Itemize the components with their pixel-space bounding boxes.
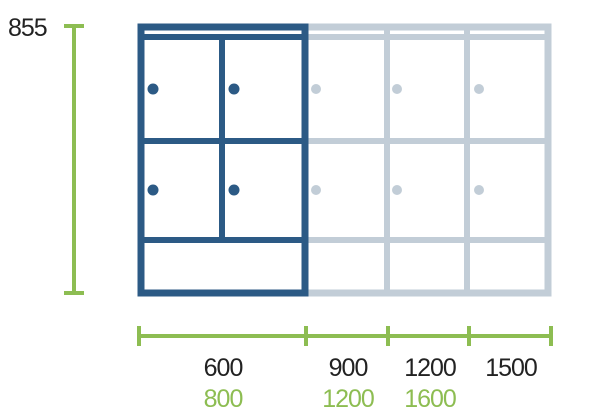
base-unit: [137, 23, 309, 297]
lock-icon: [228, 184, 240, 196]
width-label-primary: 600: [204, 354, 243, 382]
lock-icon: [392, 185, 402, 195]
width-label-primary: 900: [329, 354, 368, 382]
base-lock-dots: [147, 83, 240, 196]
lock-icon: [474, 185, 484, 195]
width-label-secondary: 800: [204, 385, 243, 413]
width-label-primary: 1500: [485, 354, 537, 382]
lock-icon: [311, 84, 321, 94]
lock-icon: [392, 84, 402, 94]
width-label-secondary: 1600: [404, 385, 456, 413]
extension-frame: [137, 23, 552, 297]
width-label-secondary: 1200: [322, 385, 374, 413]
lock-icon: [474, 84, 484, 94]
width-dimension-line: [137, 326, 553, 346]
lock-icon: [147, 184, 159, 196]
lock-icon: [147, 83, 159, 95]
base-frame: [137, 23, 309, 297]
width-label-primary: 1200: [404, 354, 456, 382]
extension-lock-dots: [311, 84, 484, 195]
height-label: 855: [8, 14, 47, 42]
lock-icon: [311, 185, 321, 195]
extension-units: [137, 23, 552, 297]
lock-icon: [228, 83, 240, 95]
height-dimension-line: [64, 24, 84, 295]
width-labels: 600 800 900 1200 1200 1600 1500: [204, 354, 538, 413]
